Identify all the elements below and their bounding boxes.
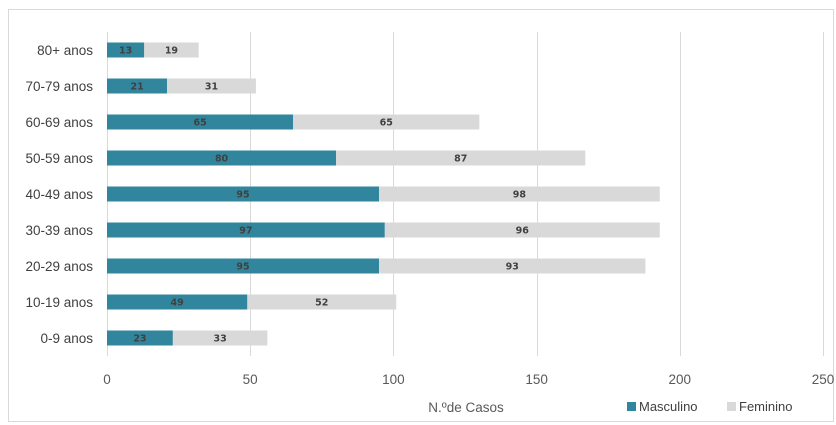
category-label: 20-29 anos <box>25 259 93 274</box>
x-tick-label: 50 <box>243 372 258 387</box>
bar-feminino-3 <box>336 150 586 166</box>
data-label: 95 <box>236 262 249 273</box>
bar-masculino-2 <box>107 114 294 130</box>
data-label: 96 <box>516 226 530 237</box>
data-label: 98 <box>513 190 527 201</box>
bar-feminino-0 <box>144 42 199 58</box>
data-label: 13 <box>119 46 132 57</box>
bar-masculino-0 <box>107 42 145 58</box>
data-label: 33 <box>214 334 227 345</box>
bar-masculino-1 <box>107 78 168 94</box>
legend: Masculino Feminino <box>627 399 792 414</box>
x-tick-label: 200 <box>669 372 692 387</box>
x-tick-label: 250 <box>812 372 835 387</box>
category-label: 30-39 anos <box>25 223 93 238</box>
chart-frame <box>8 9 834 422</box>
x-tick-label: 100 <box>382 372 405 387</box>
legend-label-masculino: Masculino <box>639 399 698 414</box>
bar-masculino-8 <box>107 330 173 346</box>
bar-feminino-1 <box>167 78 256 94</box>
bar-masculino-7 <box>107 294 248 310</box>
category-label: 40-49 anos <box>25 187 93 202</box>
bar-masculino-3 <box>107 150 337 166</box>
bar-feminino-7 <box>247 294 397 310</box>
category-label: 70-79 anos <box>25 79 93 94</box>
bar-feminino-5 <box>384 222 660 238</box>
data-label: 23 <box>133 334 146 345</box>
data-label: 97 <box>239 226 252 237</box>
bar-feminino-8 <box>172 330 268 346</box>
category-label: 80+ anos <box>37 43 93 58</box>
data-label: 65 <box>193 118 206 129</box>
data-label: 95 <box>236 190 249 201</box>
data-label: 31 <box>205 82 218 93</box>
bars <box>107 42 660 346</box>
bar-masculino-4 <box>107 186 380 202</box>
data-label: 80 <box>215 154 229 165</box>
data-label: 21 <box>130 82 143 93</box>
data-label: 19 <box>165 46 178 57</box>
legend-swatch-masculino <box>627 402 636 411</box>
category-label: 0-9 anos <box>40 331 93 346</box>
legend-swatch-feminino <box>727 402 736 411</box>
data-label: 49 <box>171 298 184 309</box>
bar-feminino-6 <box>379 258 646 274</box>
data-label: 52 <box>315 298 328 309</box>
bar-masculino-6 <box>107 258 380 274</box>
category-label: 60-69 anos <box>25 115 93 130</box>
data-label: 87 <box>454 154 467 165</box>
x-tick-label: 150 <box>525 372 548 387</box>
labels: 0 50 100 150 200 250 80+ anos 13 19 70-79 anos 21 3… <box>25 43 834 387</box>
bar-feminino-2 <box>293 114 480 130</box>
data-label: 93 <box>506 262 519 273</box>
bar-feminino-4 <box>379 186 660 202</box>
bar-masculino-5 <box>107 222 385 238</box>
category-label: 50-59 anos <box>25 151 93 166</box>
legend-label-feminino: Feminino <box>739 399 792 414</box>
x-axis-title: N.ºde Casos <box>428 400 504 415</box>
category-label: 10-19 anos <box>25 295 93 310</box>
data-label: 65 <box>380 118 393 129</box>
x-tick-label: 0 <box>103 372 111 387</box>
